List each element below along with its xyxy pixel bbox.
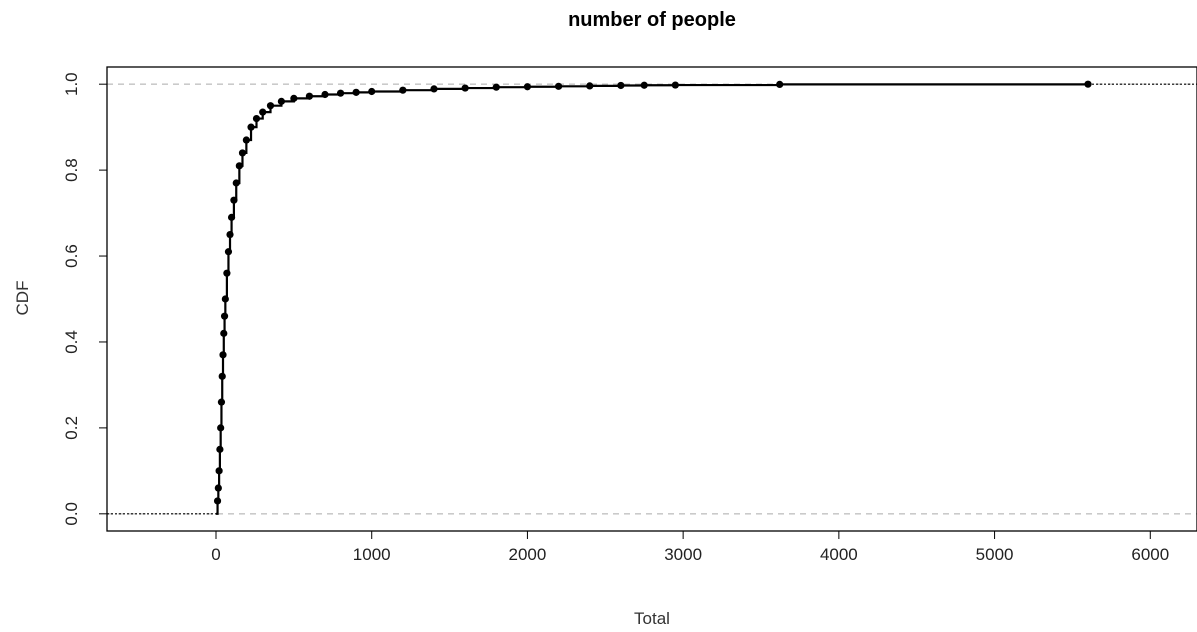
data-point [399, 86, 407, 94]
data-point [235, 162, 243, 170]
x-tick-label: 1000 [353, 545, 391, 564]
data-point [227, 213, 236, 221]
data-point [214, 484, 222, 492]
data-point [238, 149, 247, 157]
x-tick-label: 3000 [664, 545, 702, 564]
data-point [336, 89, 345, 97]
plot-frame [106, 66, 1197, 532]
chart-title: number of people [568, 9, 736, 31]
data-point [617, 81, 625, 90]
data-point [232, 179, 240, 187]
data-point [554, 82, 563, 90]
data-point [776, 80, 784, 88]
data-point [217, 398, 226, 406]
data-point [492, 83, 500, 91]
data-point [216, 445, 224, 453]
data-point [220, 329, 228, 337]
data-point [368, 87, 376, 96]
y-tick-label: 0.0 [62, 502, 81, 526]
data-point [221, 295, 229, 303]
data-point [671, 81, 679, 89]
data-point [352, 88, 360, 96]
x-tick-label: 0 [211, 545, 220, 564]
y-tick-label: 1.0 [62, 72, 81, 96]
data-point [230, 196, 238, 204]
data-point [213, 497, 222, 505]
x-tick-label: 2000 [509, 545, 547, 564]
data-point [321, 90, 329, 99]
data-point [277, 97, 285, 105]
data-point [290, 94, 298, 102]
data-point [305, 92, 314, 100]
data-point [640, 81, 648, 89]
x-axis-label: Total [634, 609, 670, 628]
data-point [242, 136, 250, 144]
data-point [266, 102, 275, 110]
y-tick-label: 0.4 [62, 330, 81, 354]
data-point [259, 108, 267, 116]
data-point [461, 84, 469, 92]
data-point [224, 248, 233, 256]
data-point [523, 83, 532, 91]
data-point [217, 424, 225, 432]
data-point [226, 230, 234, 239]
data-point [218, 372, 226, 380]
data-point [219, 351, 227, 359]
data-point [252, 114, 261, 123]
data-point [586, 82, 594, 90]
plot-area [107, 80, 1197, 515]
x-tick-label: 4000 [820, 545, 858, 564]
y-axis-label: CDF [13, 281, 32, 316]
y-tick-label: 0.6 [62, 244, 81, 268]
data-point [215, 467, 223, 475]
data-point [220, 312, 229, 320]
y-tick-label: 0.8 [62, 158, 81, 182]
cdf-curve [216, 83, 1090, 515]
data-point [1084, 80, 1092, 88]
x-tick-label: 6000 [1131, 545, 1169, 564]
y-tick-label: 0.2 [62, 416, 81, 440]
data-point [223, 269, 231, 277]
data-point [247, 123, 255, 131]
x-tick-label: 5000 [976, 545, 1014, 564]
data-point [430, 85, 438, 93]
